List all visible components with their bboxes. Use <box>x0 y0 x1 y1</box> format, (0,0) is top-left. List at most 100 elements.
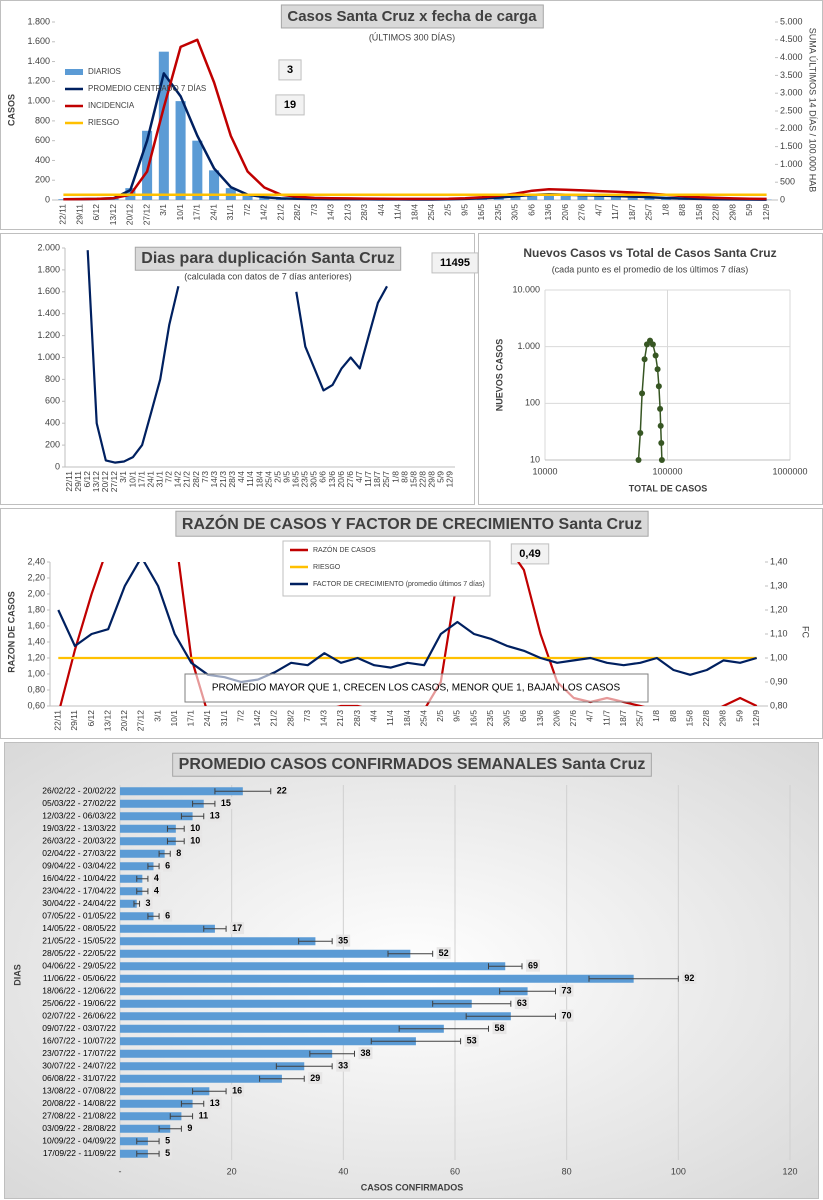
x-tick-label: 13/6 <box>535 710 545 727</box>
bar <box>120 1012 511 1021</box>
y-tick-label: 0,90 <box>770 676 788 686</box>
bar <box>120 1087 210 1096</box>
x-tick-label: 31/1 <box>219 710 229 727</box>
data-label: 4 <box>154 886 159 896</box>
x-tick-label: 22/11 <box>64 471 74 492</box>
y-tick-label: 19/03/22 - 13/03/22 <box>42 823 116 833</box>
legend-label: DIARIOS <box>88 67 121 76</box>
panel <box>478 233 823 505</box>
y-tick-label: 26/02/22 - 20/02/22 <box>42 786 116 796</box>
y-tick-label: 0 <box>780 194 785 204</box>
x-tick-label: 29/8 <box>427 471 437 488</box>
label-box <box>436 947 451 960</box>
x-tick-label: 17/1 <box>192 204 202 221</box>
x-tick-label: 11/4 <box>245 471 255 487</box>
data-label: 13 <box>210 811 220 821</box>
x-tick-label: 6/6 <box>518 710 528 722</box>
point <box>649 341 656 348</box>
x-tick-label: 1/8 <box>390 471 400 483</box>
x-tick-label: 120 <box>782 1166 797 1176</box>
label-box <box>510 543 550 565</box>
y-tick-label: 03/09/22 - 28/08/22 <box>42 1123 116 1133</box>
x-tick-label: 20/12 <box>125 204 135 226</box>
x-tick-label: 20/6 <box>336 471 346 488</box>
bar <box>58 199 69 200</box>
x-tick-label: 29/11 <box>69 710 79 731</box>
y-tick-label: 3.500 <box>780 70 803 80</box>
legend-label: FACTOR DE CRECIMIENTO (promedio últimos … <box>313 581 485 588</box>
x-tick-label: 9/5 <box>459 204 469 216</box>
bar <box>192 140 203 200</box>
point <box>657 405 664 412</box>
data-label: 70 <box>562 1011 572 1021</box>
x-tick-label: 28/3 <box>359 204 369 221</box>
x-tick-label: 8/8 <box>668 710 678 722</box>
bar <box>527 194 538 200</box>
data-label: 10 <box>190 836 200 846</box>
label-box <box>185 1122 195 1135</box>
y-tick-label: 100 <box>525 398 540 408</box>
x-tick-label: 13/6 <box>327 471 337 488</box>
bar <box>120 862 154 871</box>
label-box <box>514 997 529 1010</box>
point <box>657 422 664 429</box>
x-axis-label: CASOS CONFIRMADOS <box>361 1182 464 1192</box>
label-box <box>172 752 652 777</box>
y-tick-label: 1,20 <box>770 604 788 614</box>
x-tick-label: 2/5 <box>435 710 445 722</box>
chart-title: Nuevos Casos vs Total de Casos Santa Cru… <box>523 246 776 260</box>
data-label: 17 <box>232 923 242 933</box>
x-tick-label: - <box>119 1166 122 1176</box>
x-tick-label: 9/5 <box>452 710 462 722</box>
bar <box>120 999 472 1008</box>
y-tick-label: 1.800 <box>37 264 60 274</box>
x-tick-label: 21/2 <box>182 471 192 488</box>
label-box <box>134 246 402 271</box>
x-tick-label: 29/11 <box>74 204 84 225</box>
x-tick-label: 4/7 <box>585 710 595 722</box>
y-tick-label: 800 <box>35 115 50 125</box>
x-tick-label: 20/6 <box>560 204 570 221</box>
y-tick-label: 17/09/22 - 11/09/22 <box>43 1148 116 1158</box>
bar <box>510 196 521 200</box>
y-tick-label: 18/06/22 - 12/06/22 <box>42 986 116 996</box>
data-label: 16 <box>232 1086 242 1096</box>
x-tick-label: 5/9 <box>744 204 754 216</box>
label-box <box>175 510 649 537</box>
bar <box>120 1137 148 1146</box>
label-box <box>559 984 574 997</box>
x-tick-label: 23/5 <box>485 710 495 727</box>
x-tick-label: 40 <box>338 1166 348 1176</box>
bar <box>120 962 506 971</box>
x-tick-label: 21/2 <box>275 204 285 221</box>
y-tick-label: 3.000 <box>780 88 803 98</box>
y-tick-label: 1,60 <box>27 620 45 630</box>
x-tick-label: 20 <box>227 1166 237 1176</box>
y-tick-label: 04/06/22 - 29/05/22 <box>42 961 116 971</box>
y-tick-label: 4.000 <box>780 52 803 62</box>
y-tick-label: 1.000 <box>37 352 60 362</box>
y-tick-label: 1,30 <box>770 580 788 590</box>
data-label: 5 <box>165 1136 170 1146</box>
data-label: 73 <box>562 986 572 996</box>
point <box>654 366 661 373</box>
y-tick-label: 2.500 <box>780 105 803 115</box>
bar <box>175 101 186 200</box>
x-tick-label: 100 <box>671 1166 686 1176</box>
data-label: 4 <box>154 873 159 883</box>
y-tick-label: 20/08/22 - 14/08/22 <box>42 1098 116 1108</box>
panel <box>0 0 823 230</box>
y-tick-label: 0 <box>55 461 60 471</box>
data-label: 29 <box>310 1073 320 1083</box>
x-tick-label: 12/9 <box>445 471 455 488</box>
data-label: 8 <box>176 848 181 858</box>
x-tick-label: 12/9 <box>761 204 771 221</box>
data-label: 22 <box>277 786 287 796</box>
point <box>655 383 662 390</box>
label-box <box>336 1059 351 1072</box>
x-tick-label: 10/1 <box>169 710 179 727</box>
label-box <box>280 4 544 29</box>
x-tick-label: 28/3 <box>352 710 362 727</box>
data-label: 33 <box>338 1061 348 1071</box>
x-tick-label: 18/4 <box>402 710 412 727</box>
